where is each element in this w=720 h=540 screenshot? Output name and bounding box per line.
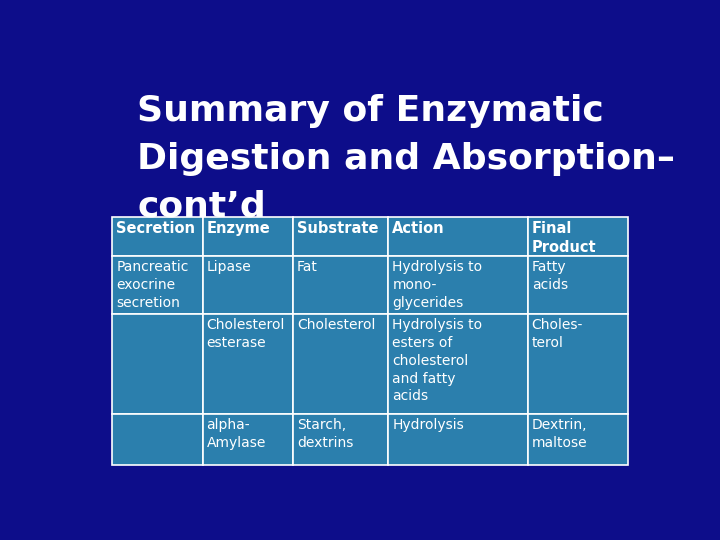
Bar xyxy=(389,217,528,256)
Text: Dextrin,
maltose: Dextrin, maltose xyxy=(532,418,588,450)
Text: Cholesterol: Cholesterol xyxy=(297,318,375,332)
Bar xyxy=(112,217,202,256)
Text: Hydrolysis: Hydrolysis xyxy=(392,418,464,432)
Text: Fatty
acids: Fatty acids xyxy=(532,260,568,292)
Text: Fat: Fat xyxy=(297,260,318,274)
Text: Hydrolysis to
esters of
cholesterol
and fatty
acids: Hydrolysis to esters of cholesterol and … xyxy=(392,318,482,403)
Bar xyxy=(389,314,528,414)
Text: Hydrolysis to
mono-
glycerides: Hydrolysis to mono- glycerides xyxy=(392,260,482,310)
Text: Starch,
dextrins: Starch, dextrins xyxy=(297,418,354,450)
Text: Lipase: Lipase xyxy=(207,260,251,274)
Text: Action: Action xyxy=(392,221,445,236)
Bar xyxy=(528,256,629,314)
Bar xyxy=(293,217,389,256)
Bar xyxy=(112,314,202,414)
Bar xyxy=(202,217,293,256)
Text: Digestion and Absorption–: Digestion and Absorption– xyxy=(138,141,675,176)
Bar xyxy=(389,256,528,314)
Text: Secretion: Secretion xyxy=(116,221,195,236)
Text: cont’d: cont’d xyxy=(138,190,266,224)
Text: Cholesterol
esterase: Cholesterol esterase xyxy=(207,318,285,350)
Bar xyxy=(528,314,629,414)
Bar xyxy=(528,217,629,256)
Text: Substrate: Substrate xyxy=(297,221,379,236)
Bar xyxy=(202,414,293,465)
Text: Final
Product: Final Product xyxy=(532,221,596,255)
Bar xyxy=(293,314,389,414)
Text: Pancreatic
exocrine
secretion: Pancreatic exocrine secretion xyxy=(116,260,189,310)
Bar xyxy=(202,314,293,414)
Bar xyxy=(112,256,202,314)
Bar xyxy=(112,414,202,465)
Text: Choles-
terol: Choles- terol xyxy=(532,318,583,350)
Bar xyxy=(389,414,528,465)
Bar xyxy=(293,256,389,314)
Text: Enzyme: Enzyme xyxy=(207,221,270,236)
Bar xyxy=(293,414,389,465)
Bar xyxy=(528,414,629,465)
Text: Summary of Enzymatic: Summary of Enzymatic xyxy=(138,94,604,128)
Bar xyxy=(202,256,293,314)
Text: alpha-
Amylase: alpha- Amylase xyxy=(207,418,266,450)
